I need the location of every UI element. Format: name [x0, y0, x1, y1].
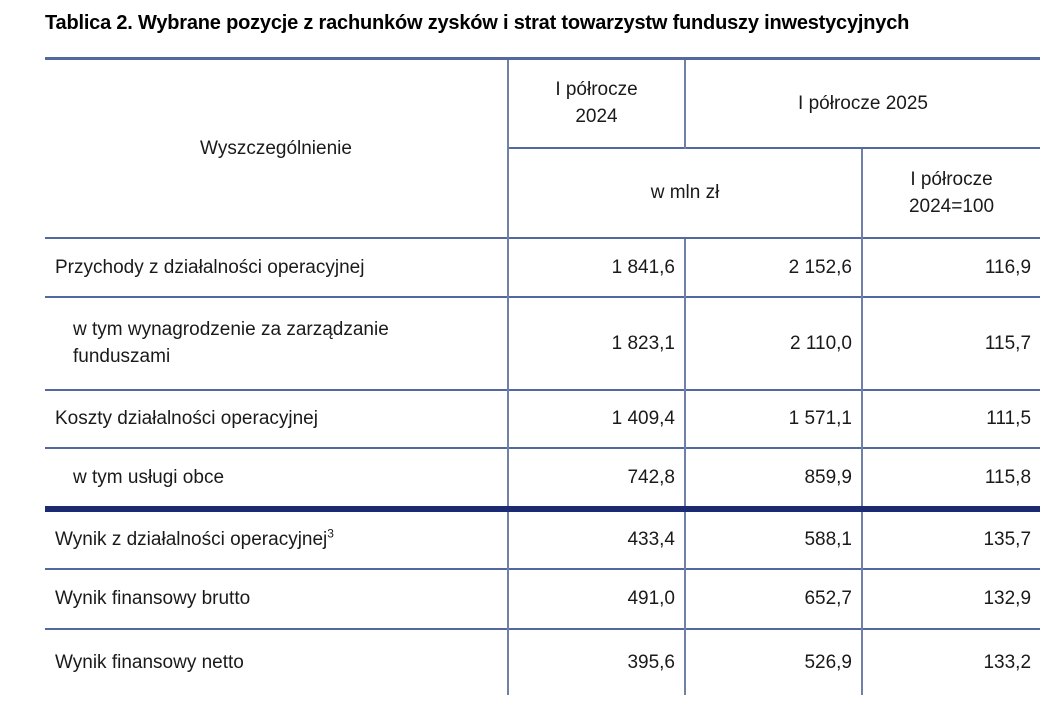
value-index: 116,9 [860, 236, 1041, 297]
header-period-2024: I półrocze 2024 [507, 58, 685, 148]
value-2025-mln: 859,9 [684, 446, 862, 509]
value-index: 133,2 [860, 627, 1041, 695]
row-label: Wynik finansowy brutto [45, 567, 508, 629]
value-index: 132,9 [860, 567, 1041, 629]
row-label: w tym wynagrodzenie za zarządzanie fundu… [45, 295, 508, 390]
table-row: w tym wynagrodzenie za zarządzanie fundu… [45, 295, 1041, 390]
value-2025-mln: 1 571,1 [684, 388, 862, 448]
header-specification: Wyszczególnienie [200, 137, 352, 159]
value-2024-mln: 1 823,1 [507, 295, 685, 390]
table-row: Wynik z działalności operacyjnej3 433,4 … [45, 505, 1041, 569]
value-index: 115,8 [860, 446, 1041, 509]
table-title: Tablica 2. Wybrane pozycje z rachunków z… [45, 12, 910, 34]
table-row: Koszty działalności operacyjnej 1 409,4 … [45, 388, 1041, 448]
header-row-periods: Wyszczególnienie I półrocze 2024 I półro… [45, 58, 1041, 159]
row-label: w tym usługi obce [45, 446, 508, 509]
table-header: Wyszczególnienie I półrocze 2024 I półro… [45, 58, 1041, 238]
row-label: Koszty działalności operacyjnej [45, 388, 508, 448]
value-2025-mln: 2 152,6 [684, 236, 862, 297]
footnote-reference: 3 [327, 526, 334, 541]
value-2024-mln: 1 841,6 [507, 236, 685, 297]
value-index: 115,7 [860, 295, 1041, 390]
value-2025-mln: 652,7 [684, 567, 862, 629]
header-row-units: w mln zł I półrocze 2024=100 [45, 146, 1041, 238]
value-2025-mln: 588,1 [684, 505, 862, 569]
header-index-base: I półrocze 2024=100 [860, 146, 1041, 238]
value-2025-mln: 2 110,0 [684, 295, 862, 390]
row-label-text: Wynik z działalności operacyjnej [55, 529, 328, 550]
header-unit-mln-zl: w mln zł [507, 146, 862, 238]
value-index: 111,5 [860, 388, 1041, 448]
table-row: w tym usługi obce 742,8 859,9 115,8 [45, 446, 1041, 509]
value-2024-mln: 1 409,4 [507, 388, 685, 448]
table-row: Wynik finansowy netto 395,6 526,9 133,2 [45, 627, 1041, 695]
table-row: Przychody z działalności operacyjnej 1 8… [45, 236, 1041, 297]
table-body: Przychody z działalności operacyjnej 1 8… [45, 236, 1041, 695]
profit-loss-table: Wyszczególnienie I półrocze 2024 I półro… [45, 57, 1041, 695]
header-period-2025: I półrocze 2025 [683, 58, 1041, 148]
value-index: 135,7 [860, 505, 1041, 569]
value-2024-mln: 395,6 [507, 627, 685, 695]
value-2024-mln: 491,0 [507, 567, 685, 629]
value-2024-mln: 433,4 [507, 505, 685, 569]
row-label: Wynik finansowy netto [45, 627, 508, 695]
value-2025-mln: 526,9 [684, 627, 862, 695]
value-2024-mln: 742,8 [507, 446, 685, 509]
table-row: Wynik finansowy brutto 491,0 652,7 132,9 [45, 567, 1041, 629]
row-label: Wynik z działalności operacyjnej3 [45, 505, 508, 569]
row-label: Przychody z działalności operacyjnej [45, 236, 508, 297]
